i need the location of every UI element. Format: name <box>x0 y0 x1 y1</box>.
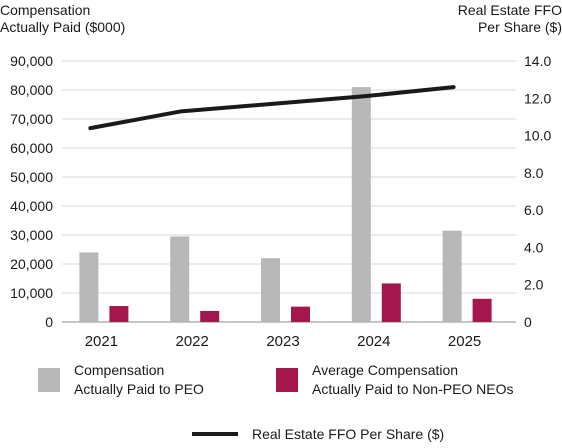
bar-neo <box>472 298 492 322</box>
legend-neo-swatch <box>276 368 298 392</box>
legend-ffo-label: Real Estate FFO Per Share ($) <box>252 426 445 442</box>
x-tick-label: 2023 <box>266 333 299 350</box>
x-tick-label: 2022 <box>176 333 209 350</box>
y-right-title-line-1: Real Estate FFO <box>457 2 562 18</box>
y-right-tick-label: 0 <box>524 314 532 330</box>
legend-peo-label: Compensation Actually Paid to PEO <box>74 361 204 399</box>
y-left-tick-label: 50,000 <box>10 169 53 185</box>
bar-neo <box>200 310 220 322</box>
y-left-axis-title: Compensation Actually Paid ($000) <box>0 2 125 36</box>
bar-peo <box>261 258 280 322</box>
y-left-tick-label: 80,000 <box>10 82 53 98</box>
y-left-tick-label: 60,000 <box>10 140 53 156</box>
y-right-tick-label: 14.0 <box>524 53 551 69</box>
y-right-tick-label: 4.0 <box>524 239 544 255</box>
axis-labels: 0 10,000 20,000 30,000 40,000 50,000 60,000 70,… <box>10 53 551 350</box>
y-left-tick-label: 20,000 <box>10 256 53 272</box>
x-tick-label: 2025 <box>448 333 481 350</box>
bar-peo <box>442 230 462 322</box>
y-left-tick-label: 30,000 <box>10 227 53 243</box>
y-right-axis-title: Real Estate FFO Per Share ($) <box>458 2 562 36</box>
ffo-line-layer <box>88 85 456 131</box>
ffo-line <box>88 85 456 131</box>
bar-neo <box>381 283 401 322</box>
y-left-tick-label: 90,000 <box>10 53 53 69</box>
y-right-tick-label: 10.0 <box>524 128 551 144</box>
legend-peo-swatch <box>38 368 60 392</box>
bar-neo <box>291 306 310 322</box>
bar-peo <box>351 87 371 322</box>
y-left-tick-label: 10,000 <box>10 285 53 301</box>
y-right-title-line-2: Per Share ($) <box>477 19 562 35</box>
y-right-tick-label: 8.0 <box>524 165 544 181</box>
y-left-tick-label: 0 <box>45 314 53 330</box>
bar-peo <box>79 252 99 322</box>
y-right-tick-label: 12.0 <box>524 90 551 106</box>
y-right-tick-label: 2.0 <box>524 277 544 293</box>
bars <box>79 87 492 322</box>
x-tick-label: 2024 <box>357 333 390 350</box>
bar-neo <box>109 306 129 322</box>
legend-neo-label: Average Compensation Actually Paid to No… <box>312 361 514 399</box>
legend-peo-line-1: Compensation <box>74 362 165 378</box>
y-left-tick-label: 40,000 <box>10 198 53 214</box>
x-tick-label: 2021 <box>85 333 118 350</box>
y-left-title-line-1: Compensation <box>0 2 91 18</box>
legend-ffo-swatch <box>192 432 238 436</box>
y-right-tick-label: 6.0 <box>524 202 544 218</box>
y-left-tick-label: 70,000 <box>10 111 53 127</box>
bar-peo <box>170 236 190 322</box>
legend-peo-line-2: Actually Paid to PEO <box>74 381 204 397</box>
legend-neo-line-1: Average Compensation <box>312 362 459 378</box>
legend-neo-line-2: Actually Paid to Non-PEO NEOs <box>312 381 514 397</box>
y-left-title-line-2: Actually Paid ($000) <box>0 19 126 35</box>
